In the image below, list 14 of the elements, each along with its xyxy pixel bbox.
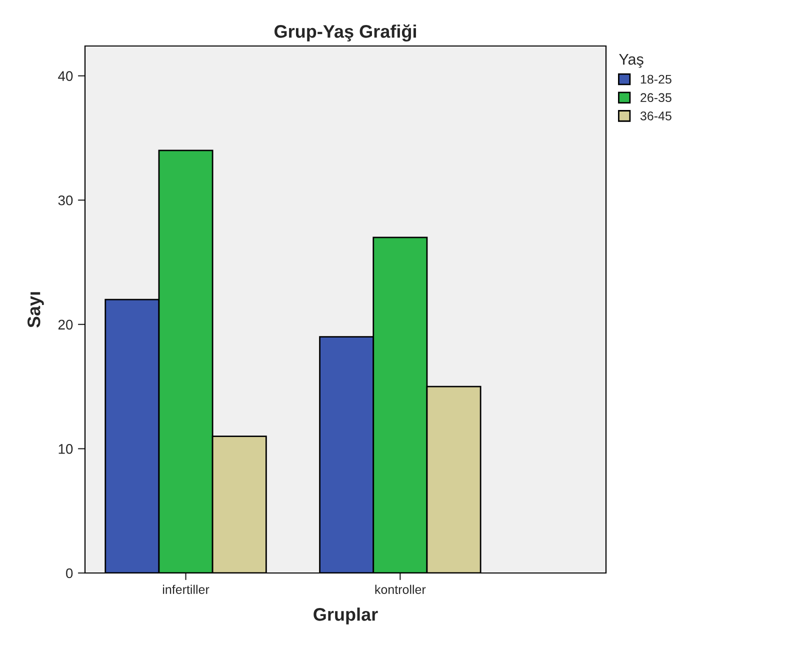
legend-label: 36-45 <box>640 112 672 120</box>
y-tick-label: 0 <box>66 568 73 578</box>
x-axis-title: Gruplar <box>314 608 378 624</box>
y-tick-label: 30 <box>58 195 73 206</box>
legend-title: Yaş <box>619 54 644 68</box>
y-tick-label: 40 <box>58 71 73 81</box>
legend-label: 26-35 <box>640 93 672 102</box>
legend-label: 18-25 <box>640 74 672 84</box>
y-axis-title: Sayı <box>28 292 44 328</box>
y-tick-label: 10 <box>58 444 73 454</box>
x-tick-label: kontroller <box>375 584 426 594</box>
x-tick-label: infertiller <box>162 584 210 594</box>
y-tick-label: 20 <box>58 320 73 330</box>
chart-title: Grup-Yaş Grafiği <box>274 24 416 42</box>
